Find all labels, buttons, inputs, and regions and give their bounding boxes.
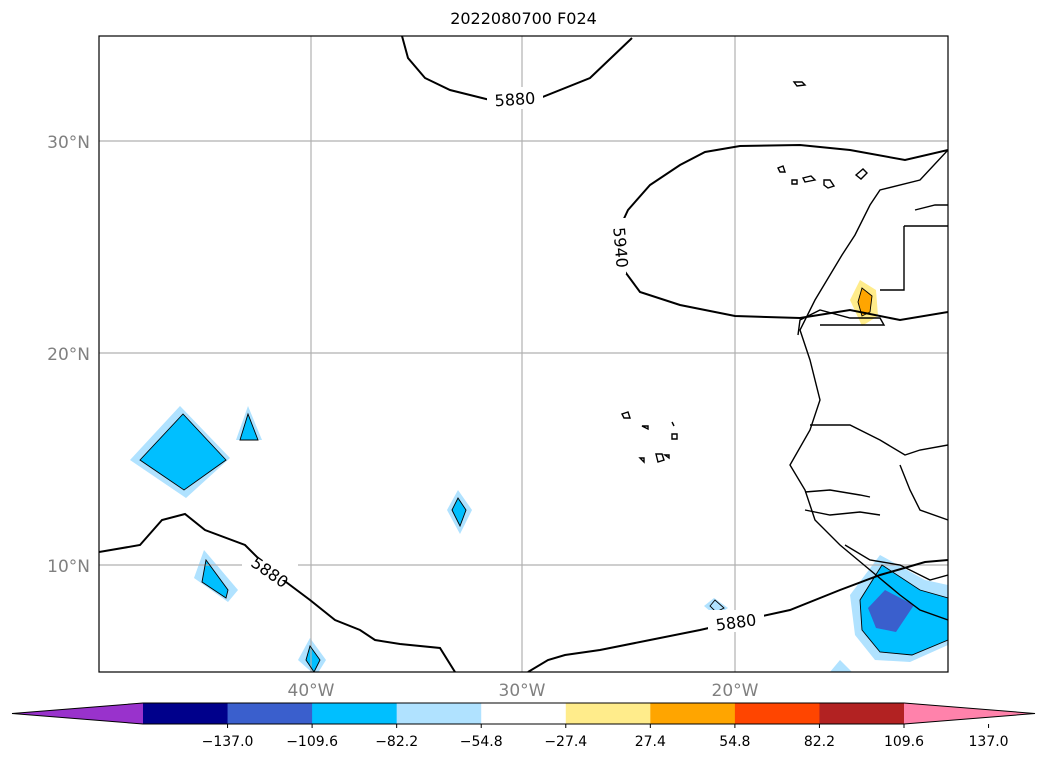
colorbar-extend-max: [904, 703, 1035, 724]
colorbar-segment: [481, 703, 567, 724]
colorbar-segment: [143, 703, 229, 724]
colorbar-segment: [565, 703, 651, 724]
colorbar-segment: [650, 703, 736, 724]
colorbar-segment: [819, 703, 905, 724]
lon-label-20w: 20°W: [712, 681, 759, 701]
colorbar-tick-label: −27.4: [544, 734, 587, 750]
coastlines: [621, 81, 948, 621]
colorbar: −137.0 −109.6 −82.2 −54.8 −27.4 27.4 54.8 82.2 1…: [11, 702, 1036, 750]
anomaly-contours: [139, 287, 948, 672]
colorbar-outline: [11, 702, 1036, 725]
colorbar-tick-label: −109.6: [286, 734, 338, 750]
lon-label-40w: 40°W: [288, 681, 335, 701]
colorbar-tick-label: −137.0: [202, 734, 254, 750]
colorbar-tick-label: 109.6: [884, 734, 924, 750]
lat-label-20n: 20°N: [47, 345, 90, 365]
colorbar-segment: [227, 703, 313, 724]
lat-label-30n: 30°N: [47, 133, 90, 153]
colorbar-tick-label: −82.2: [375, 734, 418, 750]
lat-label-10n: 10°N: [47, 557, 90, 577]
colorbar-segment: [734, 703, 820, 724]
graticule: [99, 36, 948, 672]
map-panel: 5880 5940 5880 5880: [99, 36, 948, 672]
colorbar-tick-label: 27.4: [635, 734, 666, 750]
colorbar-segment: [396, 703, 482, 724]
contour-label-5940: 5940: [609, 226, 631, 268]
map-title: 2022080700 F024: [450, 9, 597, 28]
colorbar-tick-label: −54.8: [460, 734, 503, 750]
colorbar-extend-min: [12, 703, 143, 724]
contour-label-5880-north: 5880: [494, 89, 536, 111]
colorbar-tick-label: 82.2: [804, 734, 835, 750]
lon-label-30w: 30°W: [499, 681, 546, 701]
colorbar-segment: [312, 703, 398, 724]
colorbar-tick-label: 54.8: [719, 734, 750, 750]
map-frame: [98, 35, 949, 673]
colorbar-tick-label: 137.0: [969, 734, 1009, 750]
